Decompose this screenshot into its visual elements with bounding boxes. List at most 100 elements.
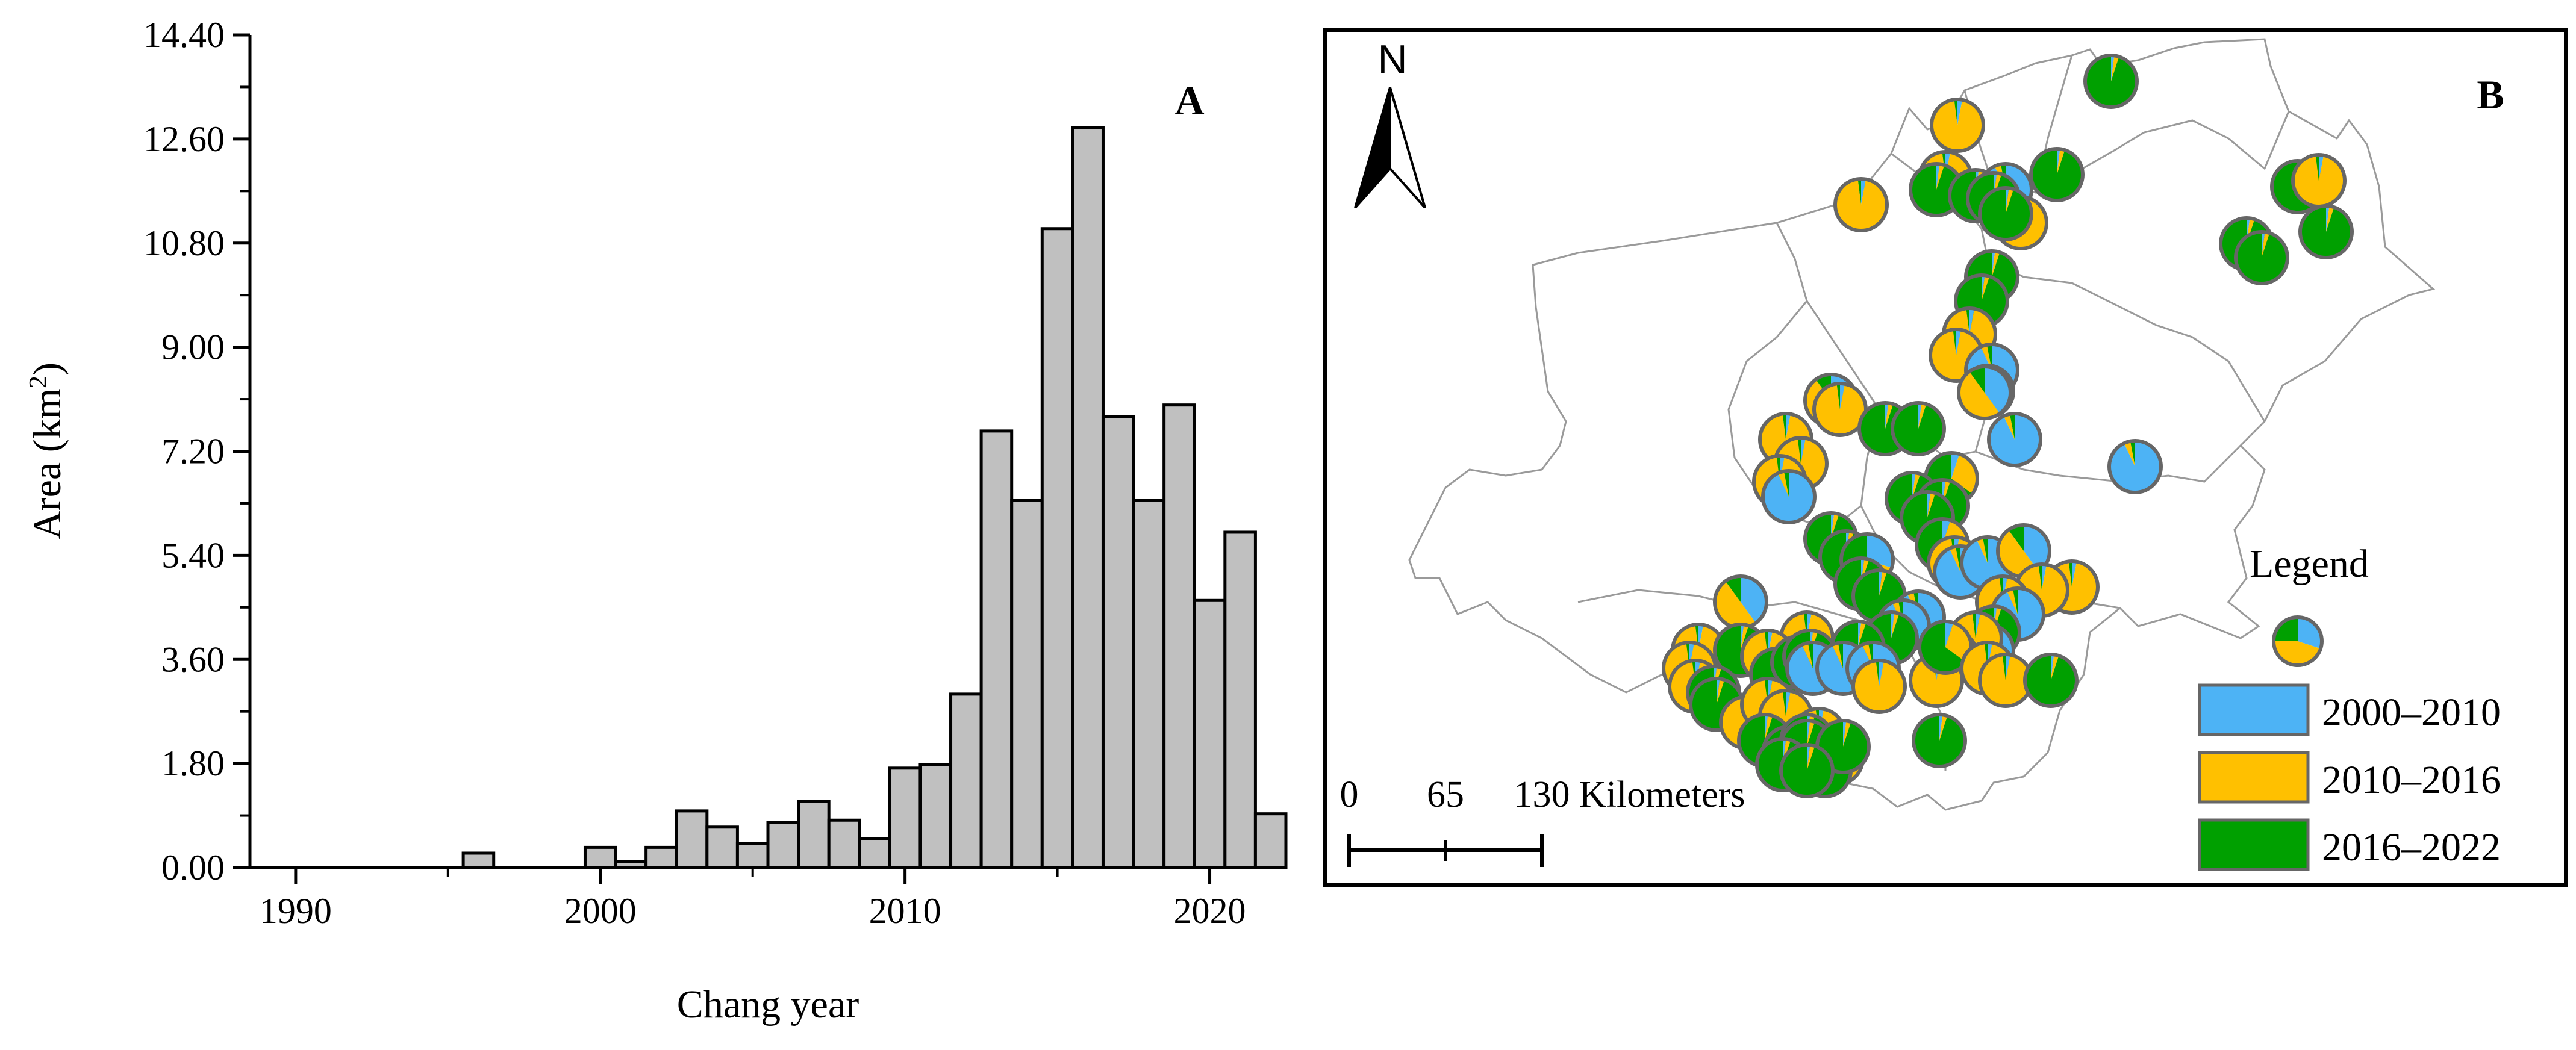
pie-marker-slice [1879, 660, 1885, 686]
pie-marker-slice [1955, 546, 1960, 572]
bar-2015 [1040, 227, 1074, 869]
y-tick-label: 7.20 [161, 432, 225, 471]
map-legend: Legend 2000–2010 2010–2016 2016–2022 [2198, 542, 2501, 871]
pie-marker-slice [2006, 588, 2018, 614]
pie-marker [1957, 365, 2012, 420]
legend-pie-marker-slice [2274, 617, 2298, 641]
pie-marker-slice [2262, 232, 2270, 258]
pie-marker-slice [1807, 721, 1810, 747]
pie-marker-slice [1949, 546, 1960, 572]
pie-marker-slice [1831, 513, 1835, 539]
pie-marker-slice [1891, 612, 1895, 638]
pie-marker-slice [1927, 492, 1936, 518]
pie-marker [1713, 574, 1768, 630]
pie-marker-slice [2111, 55, 2119, 81]
pie-marker-outline [2083, 54, 2139, 109]
pie-marker-slice [2085, 55, 2138, 108]
pie-marker-slice [1885, 403, 1889, 429]
pie-marker [1987, 412, 2042, 467]
pie-marker-slice [2130, 441, 2135, 467]
bars-group [461, 126, 1288, 869]
pie-marker-slice [1840, 384, 1845, 409]
legend-swatch-2016-2022 [2198, 818, 2310, 871]
pie-marker-slice [1858, 621, 1862, 647]
legend-swatch-2010-2016 [2198, 751, 2310, 804]
pie-marker-slice [2057, 149, 2060, 175]
bar-2007 [797, 800, 831, 869]
pie-marker-outline [2298, 204, 2354, 259]
pie-marker-slice [1920, 621, 1966, 673]
pie-marker-slice [2057, 149, 2065, 175]
pie-marker-slice [2068, 561, 2072, 587]
pie-marker-slice [2012, 588, 2018, 614]
pie-marker-slice [1951, 453, 1960, 479]
pie-marker-slice [2109, 441, 2161, 493]
pie-marker-slice [2006, 188, 2014, 214]
x-tick-label: 2000 [564, 891, 637, 931]
pie-marker-slice [2042, 564, 2047, 590]
pie-marker-slice [1976, 612, 1981, 638]
pie-marker-slice [2024, 525, 2050, 572]
pie-marker-slice [1931, 99, 1983, 151]
north-arrow-light-half [1389, 87, 1426, 209]
x-ticks-group: 1990 2000 2010 2020 [260, 868, 1246, 931]
pie-marker-slice [1741, 624, 1749, 650]
pie-marker-outline [1833, 177, 1889, 232]
pie-marker-slice [1945, 621, 1954, 647]
bar-2004 [705, 825, 739, 869]
scale-label-0: 0 [1340, 774, 1359, 815]
y-tick-label: 10.80 [143, 223, 225, 263]
pie-marker-slice [1956, 329, 1962, 355]
bar-2014 [1010, 499, 1044, 869]
y-tick-label: 5.40 [161, 535, 225, 575]
pie-marker [2029, 147, 2085, 202]
pie-marker-slice [1912, 473, 1916, 499]
y-tick-label: 0.00 [161, 848, 225, 887]
pie-marker-slice [2003, 414, 2015, 440]
pie-marker [1761, 469, 1817, 524]
pie-marker-slice [2124, 441, 2135, 467]
pie-marker-slice [1954, 99, 1957, 125]
pie-marker-slice [1782, 691, 1786, 716]
pie-marker-slice [1969, 367, 1985, 393]
bar-chart-panel: 0.001.803.605.407.209.0010.8012.6014.40 … [25, 15, 1288, 1027]
pie-marker-slice [2008, 525, 2024, 551]
pie-marker-slice [1765, 715, 1773, 741]
pie-marker-slice [2262, 232, 2265, 258]
pie-marker-slice [2319, 155, 2324, 181]
pie-marker-slice [1858, 621, 1867, 647]
legend-example-pie [2272, 615, 2324, 667]
bar-2010 [888, 766, 922, 869]
pie-marker-outline [1891, 401, 1946, 456]
pie-marker-slice [1879, 570, 1883, 596]
pie-marker-slice [2326, 206, 2334, 232]
pie-marker-slice [1838, 642, 1843, 668]
y-tick-label: 12.60 [143, 119, 225, 159]
scale-label-65: 65 [1427, 774, 1464, 815]
pie-marker-slice [1786, 414, 1791, 440]
map-panel: N B 0 65 130 Kilometers Legend 2000–2010… [1323, 28, 2568, 887]
pie-marker-slice [1980, 188, 2032, 240]
scale-bar: 0 65 130 Kilometers [1340, 774, 1745, 867]
pie-marker-slice [1782, 414, 1786, 440]
pie-marker-slice [2315, 155, 2319, 181]
bar-2019 [1162, 403, 1196, 869]
y-axis-title-suffix: ) [25, 362, 69, 376]
pie-marker-slice [1986, 344, 1992, 370]
pie-marker-slice [1801, 642, 1813, 668]
pie-marker-slice [1835, 179, 1887, 231]
pie-marker-slice [1891, 612, 1900, 638]
bar-2018 [1132, 499, 1166, 869]
pie-marker-slice [2051, 654, 2054, 680]
legend-pie-marker-slice [2274, 641, 2321, 666]
pie-marker [2234, 230, 2289, 285]
bar-2013 [979, 429, 1014, 869]
bar-2016 [1071, 126, 1105, 869]
scale-unit-label: Kilometers [1579, 774, 1745, 815]
pie-marker-outline [2107, 439, 2163, 494]
pie-marker-slice [1832, 642, 1843, 668]
pie-marker-slice [1783, 471, 1789, 497]
bar-2021 [1223, 530, 1257, 869]
bar-2020 [1193, 598, 1227, 869]
pie-marker-slice [1741, 624, 1744, 650]
